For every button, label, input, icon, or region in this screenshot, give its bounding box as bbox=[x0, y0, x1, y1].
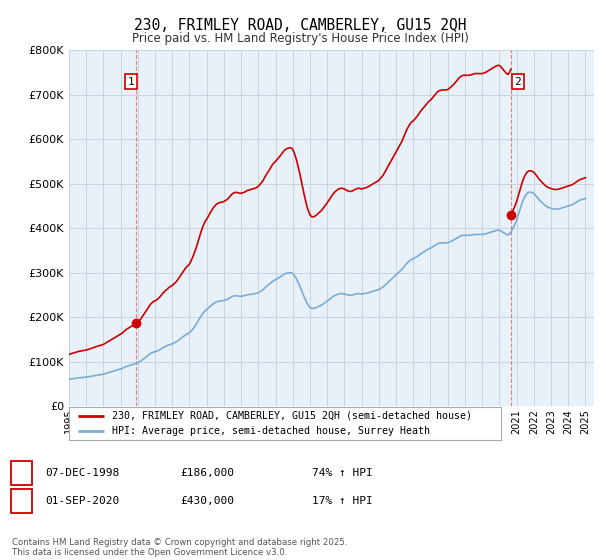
Text: 01-SEP-2020: 01-SEP-2020 bbox=[45, 496, 119, 506]
Text: £186,000: £186,000 bbox=[180, 468, 234, 478]
Text: 2: 2 bbox=[18, 494, 25, 508]
Text: Price paid vs. HM Land Registry's House Price Index (HPI): Price paid vs. HM Land Registry's House … bbox=[131, 32, 469, 45]
Text: 2: 2 bbox=[514, 77, 521, 86]
Text: £430,000: £430,000 bbox=[180, 496, 234, 506]
Text: 1: 1 bbox=[18, 466, 25, 480]
Text: 07-DEC-1998: 07-DEC-1998 bbox=[45, 468, 119, 478]
Text: Contains HM Land Registry data © Crown copyright and database right 2025.
This d: Contains HM Land Registry data © Crown c… bbox=[12, 538, 347, 557]
Text: 1: 1 bbox=[128, 77, 134, 86]
Text: 74% ↑ HPI: 74% ↑ HPI bbox=[312, 468, 373, 478]
Text: HPI: Average price, semi-detached house, Surrey Heath: HPI: Average price, semi-detached house,… bbox=[112, 427, 430, 436]
Text: 230, FRIMLEY ROAD, CAMBERLEY, GU15 2QH: 230, FRIMLEY ROAD, CAMBERLEY, GU15 2QH bbox=[134, 18, 466, 33]
Text: 230, FRIMLEY ROAD, CAMBERLEY, GU15 2QH (semi-detached house): 230, FRIMLEY ROAD, CAMBERLEY, GU15 2QH (… bbox=[112, 411, 472, 421]
Text: 17% ↑ HPI: 17% ↑ HPI bbox=[312, 496, 373, 506]
